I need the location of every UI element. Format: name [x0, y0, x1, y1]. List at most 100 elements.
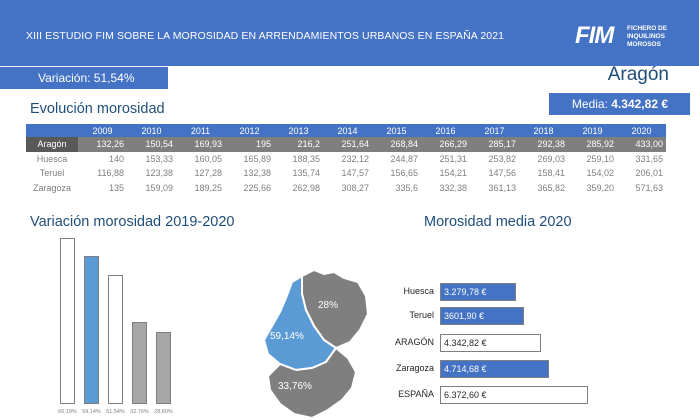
year-header: 2014	[323, 124, 372, 137]
variation-bar	[132, 322, 147, 404]
table-cell: 332,38	[439, 182, 467, 193]
table-cell: 156,65	[390, 168, 418, 179]
header-corner	[26, 124, 78, 137]
variation-bar-label: 59,14%	[82, 409, 101, 415]
table-cell: 285,17	[470, 137, 519, 152]
variation-bar-label: 51,54%	[106, 409, 125, 415]
year-header: 2016	[421, 124, 470, 137]
table-cell: 308,27	[341, 182, 369, 193]
average-bar-category: ARAGÓN	[394, 337, 434, 347]
table-cell: 116,88	[97, 168, 124, 179]
media-value: 4.342,82 €	[611, 97, 668, 111]
variation-bar-label: 66,19%	[58, 409, 77, 415]
table-cell: 132,26	[78, 137, 127, 152]
table-cell: 262,98	[292, 182, 320, 193]
year-header: 2013	[274, 124, 323, 137]
map-label-zaragoza: 59,14%	[270, 331, 304, 342]
table-cell: 253,82	[488, 153, 516, 164]
media-label: Media:	[571, 97, 612, 111]
average-bar-category: ESPAÑA	[398, 389, 434, 399]
table-cell: 132,38	[243, 168, 271, 179]
year-header: 2009	[78, 124, 127, 137]
table-cell: 433,00	[617, 137, 666, 152]
average-bar: 6.372,60 €	[440, 386, 588, 404]
table-cell: 266,29	[421, 137, 470, 152]
table-cell: 147,56	[488, 168, 516, 179]
table-cell: 259,10	[586, 153, 614, 164]
table-cell: 135	[108, 182, 124, 193]
average-bar: 3.279,78 €	[440, 283, 516, 301]
row-label: Zaragoza	[32, 182, 72, 193]
table-cell: 232,12	[341, 153, 369, 164]
table-cell: 331,65	[635, 153, 663, 164]
variation-bar	[60, 238, 75, 404]
average-chart-title: Morosidad media 2020	[424, 214, 572, 230]
table-row: Zaragoza 135 159,09 189,25 225,66 262,98…	[26, 181, 666, 196]
media-badge: Media: 4.342,82 €	[549, 93, 690, 115]
variation-chart-title: Variación morosidad 2019-2020	[30, 214, 235, 230]
logo-mark: FIM	[575, 22, 614, 49]
table-cell: 160,05	[194, 153, 222, 164]
average-bar: 3601,90 €	[440, 307, 524, 325]
year-header: 2010	[127, 124, 176, 137]
study-title: XIII ESTUDIO FIM SOBRE LA MOROSIDAD EN A…	[26, 30, 505, 42]
logo-text-line-2: INQUILINOS	[627, 33, 665, 40]
table-cell: 361,13	[488, 182, 516, 193]
year-header: 2017	[470, 124, 519, 137]
variation-bar	[108, 275, 123, 404]
table-cell: 244,87	[390, 153, 418, 164]
map-region-teruel	[266, 346, 358, 420]
table-cell: 140	[108, 153, 124, 164]
table-cell: 285,92	[568, 137, 617, 152]
row-label: Teruel	[39, 168, 65, 179]
table-cell: 153,33	[145, 153, 173, 164]
table-cell: 571,63	[635, 182, 663, 193]
table-cell: 251,31	[439, 153, 467, 164]
variation-badge: Variación: 51,54%	[0, 67, 168, 89]
evolution-header-row: 2009 2010 2011 2012 2013 2014 2015 2016 …	[26, 124, 666, 137]
variation-bar-label: 28,60%	[154, 409, 173, 415]
table-cell: 251,64	[323, 137, 372, 152]
table-cell: 123,38	[145, 168, 173, 179]
aragon-map	[262, 268, 370, 420]
table-cell: 335,6	[395, 182, 418, 193]
table-cell: 292,38	[519, 137, 568, 152]
average-bar-category: Zaragoza	[395, 363, 434, 373]
fim-logo: FIM FICHERO DE INQUILINOS MOROSOS	[575, 22, 691, 52]
table-cell: 189,25	[194, 182, 222, 193]
table-cell: 359,20	[586, 182, 614, 193]
average-bar-category: Teruel	[409, 310, 434, 320]
variation-bar-label: 32,76%	[130, 409, 149, 415]
evolution-title: Evolución morosidad	[30, 101, 165, 117]
table-row: Teruel 116,88 123,38 127,28 132,38 135,7…	[26, 166, 666, 181]
header-banner: XIII ESTUDIO FIM SOBRE LA MOROSIDAD EN A…	[0, 0, 699, 66]
table-cell: 206,01	[635, 168, 663, 179]
table-cell: 188,35	[292, 153, 320, 164]
table-cell: 269,03	[537, 153, 565, 164]
table-cell: 158,41	[537, 168, 565, 179]
logo-text-line-1: FICHERO DE	[627, 25, 668, 32]
table-row: Aragón 132,26 150,54 169,93 195 216,2 25…	[26, 137, 666, 152]
table-cell: 365,82	[537, 182, 565, 193]
year-header: 2015	[372, 124, 421, 137]
year-header: 2018	[519, 124, 568, 137]
year-header: 2012	[225, 124, 274, 137]
table-cell: 159,09	[145, 182, 173, 193]
table-cell: 195	[225, 137, 274, 152]
year-header: 2011	[176, 124, 225, 137]
row-label: Huesca	[36, 153, 68, 164]
table-cell: 216,2	[274, 137, 323, 152]
table-cell: 154,02	[586, 168, 614, 179]
year-header: 2020	[617, 124, 666, 137]
table-row: Huesca 140 153,33 160,05 165,89 188,35 2…	[26, 152, 666, 167]
table-cell: 268,84	[372, 137, 421, 152]
table-cell: 147,57	[341, 168, 369, 179]
average-bar: 4.342,82 €	[440, 334, 541, 352]
map-label-teruel: 33,76%	[278, 381, 312, 392]
row-label: Aragón	[26, 137, 78, 152]
region-name: Aragón	[607, 64, 669, 85]
table-cell: 154,21	[439, 168, 467, 179]
evolution-table: 2009 2010 2011 2012 2013 2014 2015 2016 …	[26, 124, 666, 195]
logo-text-line-3: MOROSOS	[627, 41, 661, 48]
table-cell: 150,54	[127, 137, 176, 152]
